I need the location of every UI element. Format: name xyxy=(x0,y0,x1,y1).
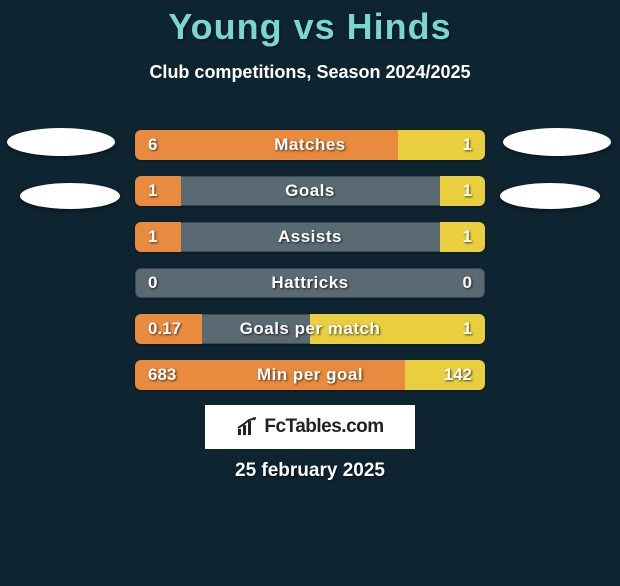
stat-row: Goals per match0.17 1 xyxy=(0,314,620,344)
stat-value-right: 1 xyxy=(463,314,472,344)
decorative-oval xyxy=(500,183,600,209)
stat-row: Min per goal683 142 xyxy=(0,360,620,390)
stat-value-left: 1 xyxy=(148,176,157,206)
stat-value-right: 1 xyxy=(463,222,472,252)
stat-row: Assists1 1 xyxy=(0,222,620,252)
decorative-oval xyxy=(20,183,120,209)
page-subtitle: Club competitions, Season 2024/2025 xyxy=(0,62,620,83)
stat-label: Hattricks xyxy=(135,268,485,298)
page-title: Young vs Hinds xyxy=(0,6,620,48)
stat-label: Min per goal xyxy=(135,360,485,390)
chart-icon xyxy=(236,417,260,437)
stat-label: Assists xyxy=(135,222,485,252)
stat-value-right: 1 xyxy=(463,130,472,160)
stat-row: Hattricks0 0 xyxy=(0,268,620,298)
stat-value-left: 0 xyxy=(148,268,157,298)
stat-label: Matches xyxy=(135,130,485,160)
stat-value-left: 6 xyxy=(148,130,157,160)
site-logo-text: FcTables.com xyxy=(264,416,383,438)
stat-bar: Hattricks xyxy=(135,268,485,298)
decorative-oval xyxy=(503,128,611,156)
stat-bar: Min per goal xyxy=(135,360,485,390)
stat-label: Goals xyxy=(135,176,485,206)
stats-container: Matches61Goals11Assists11Hattricks00Goal… xyxy=(0,130,620,406)
date-label: 25 february 2025 xyxy=(0,460,620,482)
stat-value-left: 1 xyxy=(148,222,157,252)
stat-bar: Assists xyxy=(135,222,485,252)
site-logo: FcTables.com xyxy=(205,405,415,449)
stat-value-left: 683 xyxy=(148,360,176,390)
stat-bar: Matches xyxy=(135,130,485,160)
stat-value-right: 0 xyxy=(463,268,472,298)
stat-value-left: 0.17 xyxy=(148,314,181,344)
stat-value-right: 1 xyxy=(463,176,472,206)
stat-bar: Goals xyxy=(135,176,485,206)
stat-label: Goals per match xyxy=(135,314,485,344)
decorative-oval xyxy=(7,128,115,156)
stat-value-right: 142 xyxy=(444,360,472,390)
stat-bar: Goals per match xyxy=(135,314,485,344)
